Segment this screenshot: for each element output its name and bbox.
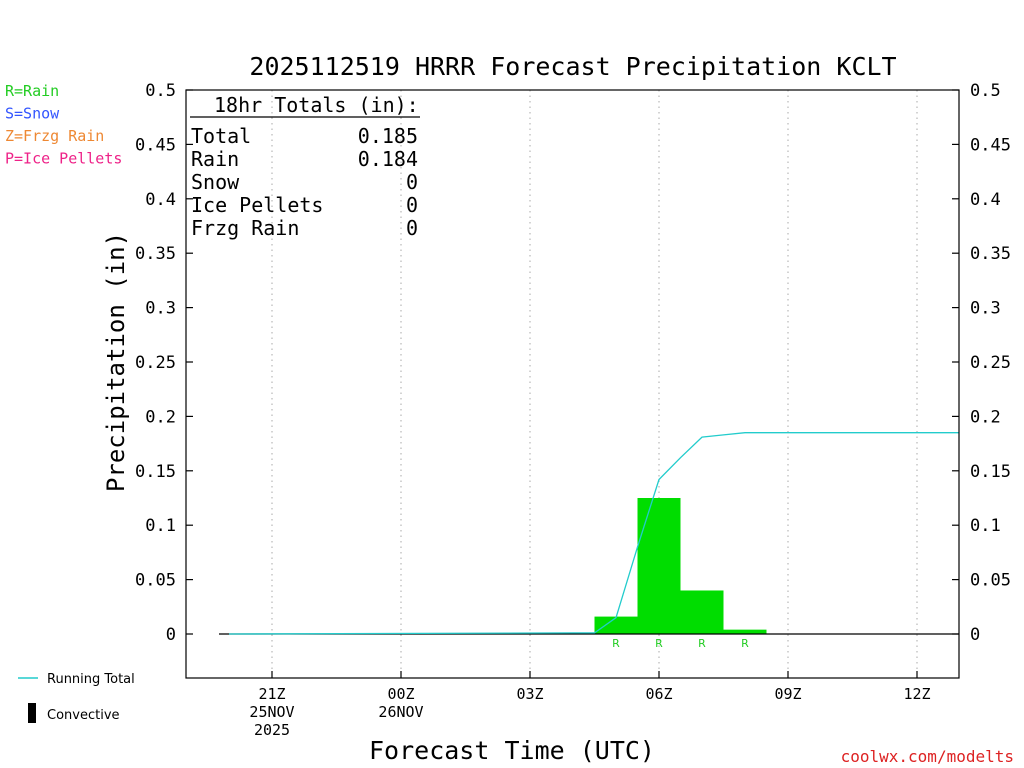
precip-type-legend-entry: P=Ice Pellets (5, 150, 122, 168)
convective-legend-label: Convective (47, 708, 120, 723)
chart-title: 2025112519 HRRR Forecast Precipitation K… (249, 52, 896, 81)
series-legend: Running Total Convective (18, 672, 135, 723)
y-tick-label-left: 0.15 (135, 462, 176, 482)
precip-type-legend-entry: S=Snow (5, 105, 60, 123)
totals-row-value: 0.185 (358, 124, 418, 148)
y-tick-label-left: 0.1 (145, 516, 176, 536)
running-total-line (228, 432, 959, 635)
convective-legend-swatch (28, 703, 36, 723)
plot-frame (185, 89, 960, 679)
totals-row-label: Total (191, 124, 251, 148)
y-tick-label-left: 0.25 (135, 353, 176, 373)
running-total-legend-label: Running Total (47, 672, 135, 687)
precip-type-legend-entry: Z=Frzg Rain (5, 127, 104, 145)
credit-text: coolwx.com/modelts (841, 747, 1014, 766)
totals-row-label: Snow (191, 170, 240, 194)
y-tick-label-right: 0.45 (970, 135, 1011, 155)
y-tick-label-right: 0.15 (970, 462, 1011, 482)
y-tick-label-right: 0.3 (970, 299, 1001, 319)
y-tick-label-left: 0.35 (135, 244, 176, 264)
series-lines (219, 432, 959, 635)
y-tick-label-right: 0.25 (970, 353, 1011, 373)
y-tick-label-left: 0.2 (145, 407, 176, 427)
x-tick-label: 25NOV (249, 703, 294, 721)
x-tick-label: 12Z (903, 685, 930, 703)
y-tick-label-right: 0.05 (970, 571, 1011, 591)
x-tick-label: 26NOV (378, 703, 423, 721)
x-tick-label: 03Z (516, 685, 543, 703)
y-tick-label-left: 0.3 (145, 299, 176, 319)
precip-bar (680, 590, 724, 634)
totals-header: 18hr Totals (in): (214, 93, 419, 117)
precip-type-legend: R=Rain S=Snow Z=Frzg Rain P=Ice Pellets (5, 82, 122, 168)
totals-row-label: Ice Pellets (191, 193, 323, 217)
y-tick-label-left: 0.4 (145, 190, 176, 210)
y-tick-label-left: 0.05 (135, 571, 176, 591)
x-tick-label: 00Z (387, 685, 414, 703)
y-tick-label-right: 0 (970, 625, 980, 645)
bar-type-label: R (741, 637, 749, 650)
y-tick-label-left: 0 (166, 625, 176, 645)
x-tick-label: 21Z (258, 685, 285, 703)
x-tick-label: 09Z (774, 685, 801, 703)
y-tick-label-left: 0.5 (145, 81, 176, 101)
totals-row-label: Rain (191, 147, 239, 171)
precip-type-legend-entry: R=Rain (5, 82, 59, 100)
totals-row-value: 0 (406, 216, 418, 240)
axis-ticks: 0 00.05 0.050.1 0.10.15 0.150.2 0.20.25 0.250.… (135, 81, 1011, 739)
y-tick-label-right: 0.2 (970, 407, 1001, 427)
y-tick-label-right: 0.35 (970, 244, 1011, 264)
precip-bar (637, 498, 681, 634)
bar-type-label: R (655, 637, 663, 650)
y-tick-label-left: 0.45 (135, 135, 176, 155)
y-tick-label-right: 0.5 (970, 81, 1001, 101)
totals-row-value: 0.184 (358, 147, 418, 171)
totals-rows: Total 0.185 Rain 0.184 Snow 0 Ice Pellets 0 Frzg… (191, 124, 418, 240)
totals-row-value: 0 (406, 193, 418, 217)
vertical-gridlines (271, 90, 918, 678)
y-tick-label-right: 0.4 (970, 190, 1001, 210)
y-axis-label: Precipitation (in) (102, 232, 130, 492)
x-tick-label: 06Z (645, 685, 672, 703)
precip-bar (723, 629, 767, 634)
totals-box: 18hr Totals (in): Total 0.185 Rain 0.184 Sno… (190, 93, 420, 240)
y-tick-label-right: 0.1 (970, 516, 1001, 536)
x-tick-label: 2025 (254, 721, 290, 739)
precip-bar (594, 616, 638, 634)
totals-row-value: 0 (406, 170, 418, 194)
x-axis-label: Forecast Time (UTC) (369, 736, 655, 765)
bar-type-label: R (698, 637, 706, 650)
totals-row-label: Frzg Rain (191, 216, 299, 240)
bar-type-label: R (612, 637, 620, 650)
